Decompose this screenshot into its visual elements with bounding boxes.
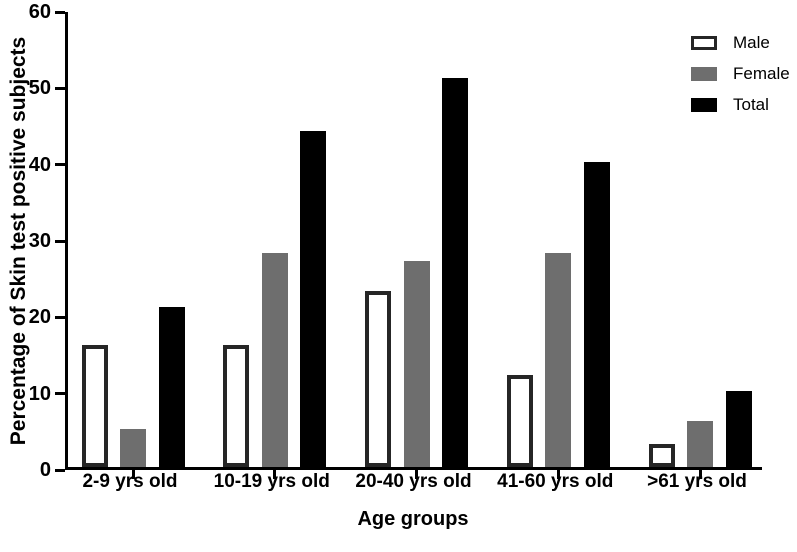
bar-female-1 <box>120 428 146 467</box>
x-axis-title: Age groups <box>357 508 469 530</box>
bar-female-4 <box>545 253 572 467</box>
y-tick-20 <box>55 315 65 319</box>
y-tick-label-0: 0 <box>39 459 51 481</box>
bar-male-1 <box>81 344 108 467</box>
male-swatch-icon <box>691 35 717 50</box>
bar-total-3 <box>442 77 468 467</box>
total-swatch-icon <box>691 97 717 112</box>
bar-total-1 <box>158 306 185 467</box>
y-tick-40 <box>55 163 65 167</box>
legend-label-female: Female <box>733 63 790 83</box>
x-tick-2 <box>273 470 277 479</box>
bar-total-4 <box>583 161 610 467</box>
bar-total-2 <box>300 131 327 467</box>
y-tick-label-30: 30 <box>28 230 51 252</box>
x-category-label-1: 2-9 yrs old <box>82 471 178 492</box>
bar-female-3 <box>403 260 430 467</box>
bar-male-4 <box>506 375 533 467</box>
y-tick-60 <box>55 10 65 14</box>
legend-entry-female: Female <box>691 64 790 83</box>
y-tick-label-20: 20 <box>28 306 51 329</box>
legend-entry-total: Total <box>691 95 790 114</box>
y-tick-50 <box>55 86 65 90</box>
legend-entry-male: Male <box>691 33 790 52</box>
legend-label-total: Total <box>733 94 769 114</box>
x-category-label-2: 10-19 yrs old <box>213 471 330 492</box>
x-tick-3 <box>415 470 418 479</box>
female-swatch-icon <box>691 66 717 81</box>
bar-female-2 <box>261 253 288 467</box>
y-tick-label-40: 40 <box>28 153 51 176</box>
y-tick-10 <box>55 392 65 396</box>
x-category-label-3: 20-40 yrs old <box>355 471 472 492</box>
x-tick-1 <box>131 470 135 479</box>
y-tick-label-60: 60 <box>28 1 51 23</box>
y-tick-label-50: 50 <box>28 77 51 100</box>
legend: Male Female Total <box>691 33 790 126</box>
x-category-label-4: 41-60 yrs old <box>497 471 614 492</box>
bar-total-5 <box>725 390 752 467</box>
plot-area: 0 10 20 30 40 50 60 <box>29 1 762 481</box>
bar-male-2 <box>223 344 250 467</box>
y-tick-30 <box>55 239 65 243</box>
x-tick-4 <box>556 470 560 479</box>
x-category-label-5: >61 yrs old <box>647 471 747 492</box>
bar-male-5 <box>648 444 675 467</box>
y-tick-0 <box>55 468 65 472</box>
bar-female-5 <box>687 421 713 467</box>
legend-label-male: Male <box>733 32 770 52</box>
bar-male-3 <box>365 291 391 467</box>
x-tick-5 <box>698 470 702 479</box>
y-tick-label-10: 10 <box>28 382 51 405</box>
